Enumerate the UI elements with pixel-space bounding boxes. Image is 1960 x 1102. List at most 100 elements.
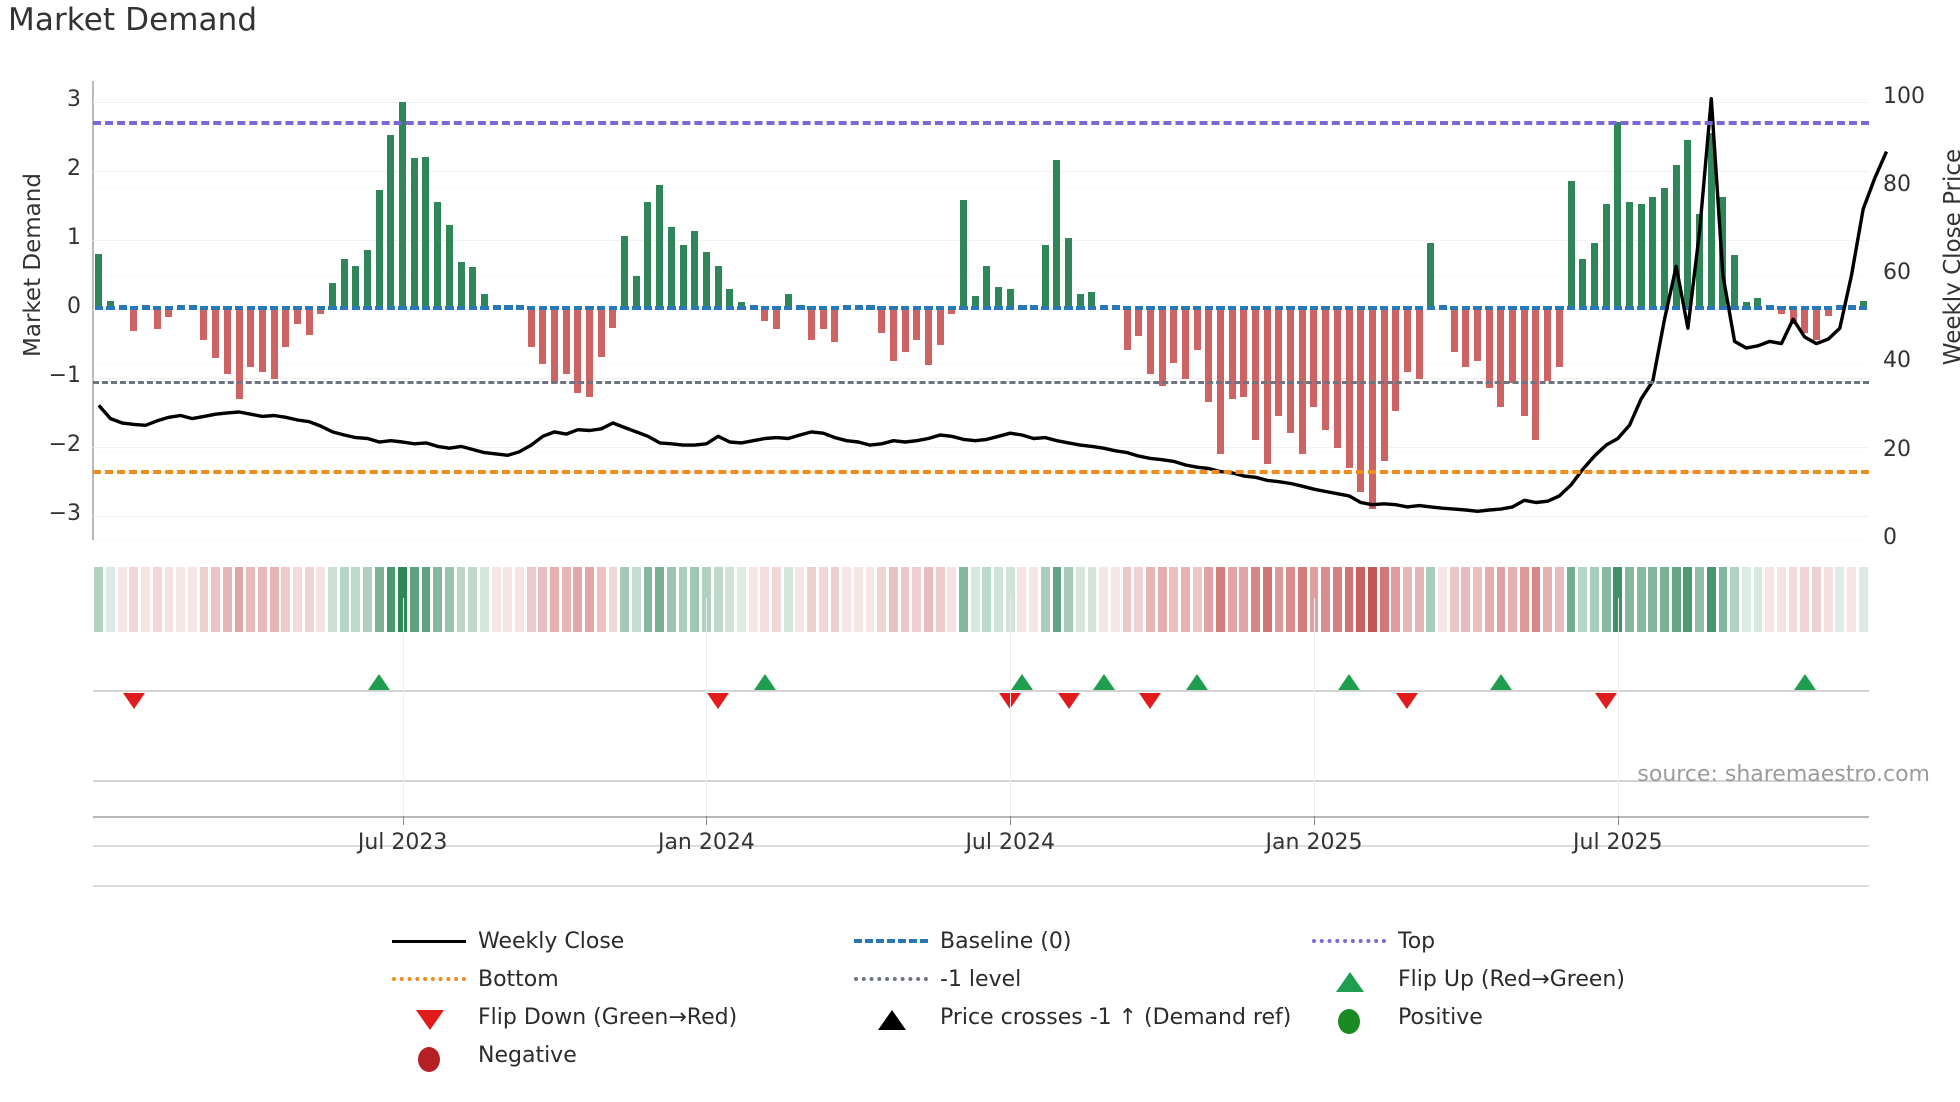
legend-item[interactable]: Bottom	[386, 964, 559, 994]
heat-cell	[1099, 567, 1109, 632]
heat-cell	[1788, 567, 1798, 632]
baseline-segment	[433, 306, 442, 311]
legend-item[interactable]: Flip Down (Green→Red)	[386, 1002, 737, 1032]
baseline-segment	[1356, 306, 1365, 311]
baseline-segment	[982, 306, 992, 311]
heat-cell	[1321, 567, 1331, 632]
demand-bar	[1263, 308, 1271, 465]
baseline-segment	[900, 306, 910, 311]
baseline-segment	[632, 306, 641, 311]
baseline-segment	[398, 306, 407, 311]
bottom-reference-line	[93, 469, 1869, 474]
heat-cell	[433, 567, 443, 632]
heat-cell	[1227, 567, 1237, 632]
legend-item[interactable]: Baseline (0)	[848, 926, 1071, 956]
legend-item[interactable]: Positive	[1306, 1002, 1483, 1034]
heat-cell	[1519, 567, 1529, 632]
heat-cell	[1601, 567, 1611, 632]
heat-cell	[550, 567, 559, 632]
baseline-segment	[421, 306, 431, 311]
heat-cell	[935, 567, 945, 632]
baseline-segment	[994, 306, 1003, 311]
legend-item[interactable]: Flip Up (Red→Green)	[1306, 964, 1625, 994]
legend-item[interactable]: Top	[1306, 926, 1435, 956]
demand-bar	[469, 267, 477, 309]
heat-cell	[386, 567, 396, 632]
dotted-purple-line-icon	[1306, 926, 1392, 956]
y-tick-right: 80	[1883, 171, 1911, 197]
heat-cell	[1449, 567, 1459, 632]
heat-cell	[1438, 567, 1447, 632]
heat-cell	[1309, 567, 1319, 632]
demand-bar	[749, 305, 758, 311]
heat-cell	[1706, 567, 1716, 632]
heat-cell	[515, 567, 524, 632]
demand-bar	[1789, 308, 1797, 324]
baseline-segment	[246, 306, 255, 311]
legend-label: Flip Down (Green→Red)	[478, 1004, 738, 1030]
heat-cell	[1169, 567, 1179, 632]
baseline-segment	[924, 306, 933, 311]
gridline-right	[93, 540, 1869, 541]
demand-bar	[1614, 122, 1622, 309]
heat-cell	[865, 567, 875, 632]
baseline-segment	[772, 306, 781, 311]
legend-item[interactable]: Price crosses -1 ↑ (Demand ref)	[848, 1002, 1291, 1032]
lower-guideline	[93, 885, 1869, 887]
demand-bar	[1322, 308, 1330, 430]
gridline-right	[93, 363, 1869, 365]
baseline-segment	[1485, 306, 1494, 311]
marker-guideline	[93, 780, 1869, 782]
y-tick-right: 100	[1883, 83, 1925, 109]
heat-cell	[1110, 567, 1120, 632]
heat-cell	[1426, 567, 1436, 632]
heat-cell	[643, 567, 653, 632]
gridline-right	[93, 98, 1869, 100]
legend-label: Baseline (0)	[940, 928, 1072, 954]
baseline-segment	[1041, 306, 1050, 311]
heat-cell	[666, 567, 676, 632]
baseline-segment	[1298, 306, 1307, 311]
heat-cell	[1204, 567, 1214, 632]
demand-bar	[1555, 308, 1563, 368]
demand-bar	[843, 305, 852, 311]
y-tick-left: −2	[48, 431, 81, 457]
lower-guideline	[93, 845, 1869, 847]
heat-cell	[795, 567, 805, 632]
baseline-segment	[1508, 306, 1517, 311]
solid-black-line-icon	[386, 926, 472, 956]
heat-cell	[1087, 567, 1097, 632]
baseline-segment	[234, 306, 244, 311]
chart-legend: Weekly Close Baseline (0) Top Bottom -1 leve…	[386, 926, 1806, 1086]
heat-cell	[1753, 567, 1763, 632]
gridline	[93, 239, 1869, 241]
demand-bar	[1252, 308, 1260, 440]
baseline-segment	[386, 306, 396, 311]
demand-bar	[1579, 259, 1587, 309]
heat-cell	[1765, 567, 1775, 632]
legend-item[interactable]: -1 level	[848, 964, 1021, 994]
baseline-segment	[1695, 306, 1704, 311]
baseline-segment	[713, 306, 723, 311]
demand-bar	[1275, 308, 1283, 416]
baseline-segment	[316, 306, 326, 311]
y-axis-spine	[92, 81, 94, 540]
demand-bar	[574, 308, 582, 393]
baseline-segment	[1181, 306, 1190, 311]
demand-bar	[609, 308, 617, 329]
demand-bar	[212, 308, 220, 359]
heat-cell	[211, 567, 221, 632]
baseline-segment	[1858, 306, 1868, 311]
baseline-segment	[1788, 306, 1798, 311]
demand-bar	[983, 266, 991, 309]
heat-cell	[573, 567, 583, 632]
legend-item[interactable]: Weekly Close	[386, 926, 624, 956]
heat-cell	[1508, 567, 1518, 632]
baseline-segment	[737, 306, 746, 311]
heat-cell	[1286, 567, 1296, 632]
baseline-segment	[1543, 306, 1552, 311]
legend-item[interactable]: Negative	[386, 1040, 577, 1072]
demand-bar	[1345, 308, 1353, 468]
demand-bar	[854, 305, 864, 311]
demand-bar	[1030, 305, 1039, 311]
